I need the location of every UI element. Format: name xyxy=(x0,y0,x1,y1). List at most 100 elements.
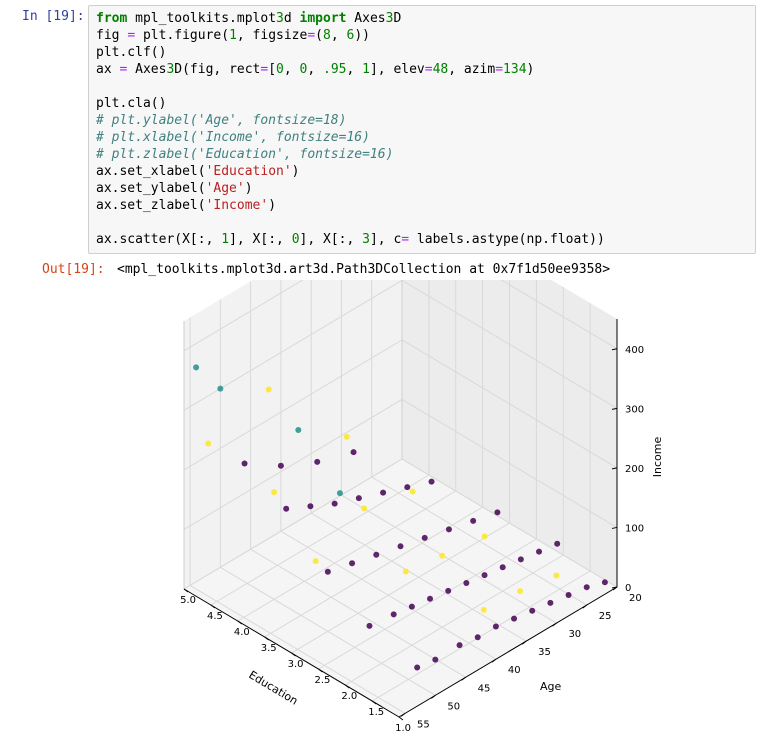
grid-line xyxy=(183,339,403,471)
z-tick-label: 100 xyxy=(625,523,644,534)
scatter-point xyxy=(314,458,321,465)
code-editor[interactable]: from mpl_toolkits.mplot3d import Axes3D … xyxy=(96,10,605,248)
x-tick xyxy=(237,620,243,625)
x-tick xyxy=(344,684,350,689)
output-text: <mpl_toolkits.mplot3d.art3d.Path3DCollec… xyxy=(117,262,611,277)
x-tick-label: 1.5 xyxy=(368,707,384,718)
x-tick-label: 3.5 xyxy=(261,643,277,654)
z-tick xyxy=(611,348,618,351)
scatter-point xyxy=(390,611,397,618)
scatter-point xyxy=(277,462,284,469)
scatter-point xyxy=(601,579,608,586)
scatter-point xyxy=(312,558,319,565)
scatter-point xyxy=(324,568,331,575)
scatter-point xyxy=(380,489,387,496)
scatter-3d-plot: 1.0 1.5 2.0 2.5 3.0 3.5 4.0 4.5 5.0 20 25 30 35 40 45 5… xyxy=(180,280,664,734)
grid-line xyxy=(401,399,618,528)
scatter-point xyxy=(409,488,416,495)
grid-line xyxy=(310,512,527,642)
x-tick xyxy=(210,604,216,609)
scatter-point xyxy=(408,603,415,610)
x-tick-label: 3.0 xyxy=(288,659,304,670)
grid-line xyxy=(183,399,403,530)
y-tick xyxy=(582,604,588,609)
scatter-point xyxy=(463,580,470,586)
scatter-point xyxy=(554,540,561,547)
scatter-point xyxy=(470,517,477,524)
y-tick xyxy=(400,712,406,717)
code-line: # plt.zlabel('Education', fontsize=16) xyxy=(96,147,394,162)
back-pane-left xyxy=(184,280,402,589)
scatter-point xyxy=(402,568,409,575)
code-line: ax.set_xlabel('Education') xyxy=(96,164,300,179)
scatter-point xyxy=(205,440,212,447)
scatter-point xyxy=(343,433,350,440)
scatter-point xyxy=(295,427,302,434)
scatter-point xyxy=(511,615,518,622)
x-tick-label: 2.0 xyxy=(341,691,357,702)
scatter-point xyxy=(350,449,357,456)
y-tick xyxy=(431,694,436,699)
z-tick-label: 200 xyxy=(625,464,644,475)
scatter-point xyxy=(480,606,487,613)
code-input-area[interactable]: from mpl_toolkits.mplot3d import Axes3D … xyxy=(88,5,756,254)
grid-line xyxy=(280,530,497,660)
scatter-point xyxy=(331,500,338,507)
z-tick xyxy=(611,467,618,470)
input-prompt: In [19]: xyxy=(22,9,85,24)
scatter-point xyxy=(427,595,434,602)
grid-line xyxy=(183,280,304,352)
code-line: ax.set_zlabel('Income') xyxy=(96,198,277,213)
z-tick xyxy=(611,526,618,529)
scatter-point xyxy=(193,364,200,371)
grid-line xyxy=(401,339,618,469)
code-line: plt.clf() xyxy=(96,45,167,60)
scatter-point xyxy=(445,526,452,533)
scatter-point xyxy=(414,664,421,671)
scatter-point xyxy=(445,587,452,594)
y-tick-label: 20 xyxy=(629,593,642,604)
grid-line xyxy=(401,280,618,409)
y-tick-label: 40 xyxy=(508,665,521,676)
grid-line xyxy=(250,548,466,678)
scatter-point xyxy=(283,505,290,512)
y-tick-label: 45 xyxy=(478,683,491,694)
x-tick-label: 4.5 xyxy=(207,611,223,622)
scatter-point xyxy=(307,503,314,510)
z-tick-label: 300 xyxy=(625,404,644,415)
y-axis-line xyxy=(398,586,618,718)
z-tick-label: 400 xyxy=(625,345,644,356)
x-tick xyxy=(371,700,377,705)
scatter-point xyxy=(553,572,560,579)
scatter-point xyxy=(271,489,278,496)
scatter-point xyxy=(494,509,501,516)
scatter-point xyxy=(583,584,590,591)
scatter-point xyxy=(547,599,554,606)
grid-line xyxy=(189,584,406,714)
scatter-point xyxy=(499,564,506,571)
y-tick-label: 35 xyxy=(538,647,551,658)
x-tick xyxy=(291,652,296,657)
code-line: ax = Axes3D(fig, rect=[0, 0, .95, 1], el… xyxy=(96,62,535,77)
y-tick-label: 50 xyxy=(447,701,460,712)
scatter-point xyxy=(565,592,572,599)
x-tick-label: 5.0 xyxy=(180,595,196,606)
grid-line xyxy=(183,458,403,590)
code-line: # plt.xlabel('Income', fontsize=16) xyxy=(96,130,370,145)
scatter-point xyxy=(439,552,446,559)
scatter-point xyxy=(241,460,248,467)
y-axis-label: Age xyxy=(540,680,562,693)
scatter-point xyxy=(492,623,499,630)
scatter-point xyxy=(265,386,272,393)
scatter-point xyxy=(336,490,343,497)
scatter-point xyxy=(517,556,524,563)
grid-line xyxy=(341,494,557,624)
scatter-point xyxy=(428,478,435,485)
code-line: ax.set_ylabel('Age') xyxy=(96,181,253,196)
code-line: # plt.ylabel('Age', fontsize=18) xyxy=(96,113,347,128)
y-tick xyxy=(461,676,466,681)
y-tick-label: 30 xyxy=(568,629,581,640)
output-prompt: Out[19]: xyxy=(42,262,105,277)
x-tick-label: 4.0 xyxy=(234,627,250,638)
scatter-point xyxy=(404,484,411,491)
